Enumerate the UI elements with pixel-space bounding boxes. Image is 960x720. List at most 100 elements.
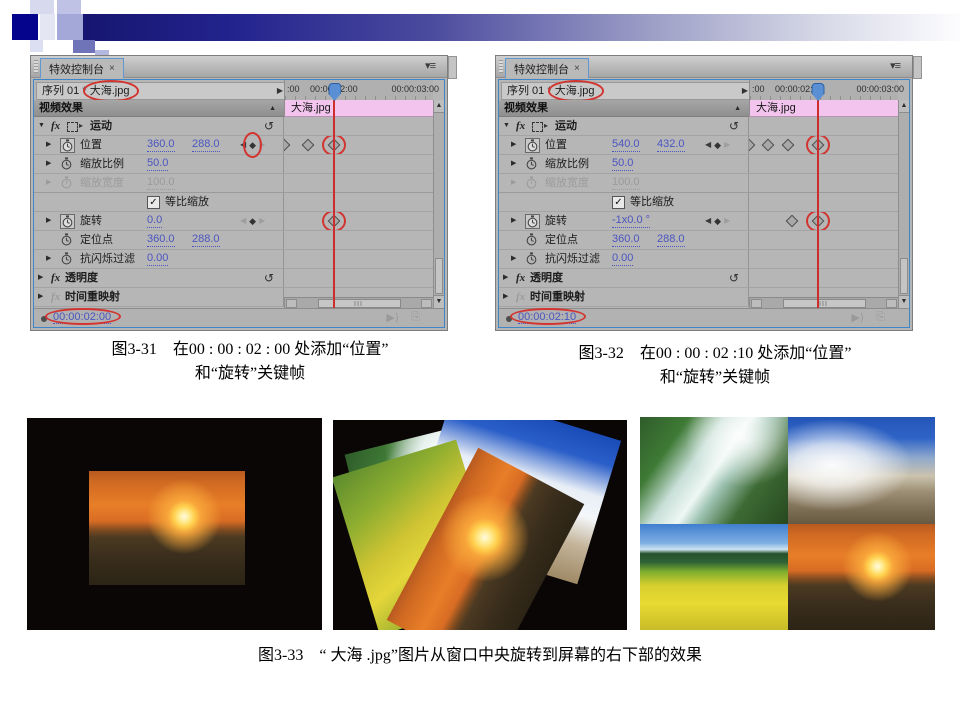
row-antiflicker[interactable]: ▶ 抗闪烁过滤 0.00	[34, 250, 433, 269]
value-x[interactable]: 360.0	[612, 233, 640, 247]
panel-menu-icon[interactable]: ▾≡	[425, 60, 436, 72]
show-timeline-arrow[interactable]: ▶	[741, 86, 748, 95]
clip-bar[interactable]: 大海.jpg	[284, 100, 433, 117]
fx-icon[interactable]: fx	[51, 272, 61, 284]
keyframe-diamond[interactable]	[785, 214, 799, 228]
next-keyframe-icon[interactable]: ▶	[724, 140, 731, 149]
vertical-scrollbar[interactable]: ▲ ▼	[433, 100, 444, 308]
reset-icon[interactable]: ↺	[264, 119, 275, 133]
play-audio-icon[interactable]: ▶⟩	[386, 312, 400, 324]
next-keyframe-icon[interactable]: ▶	[724, 216, 731, 225]
expand-triangle[interactable]: ▶	[511, 141, 517, 148]
current-timecode[interactable]: 00:00:02:00	[44, 308, 122, 325]
stopwatch-icon[interactable]	[60, 252, 73, 265]
expand-triangle[interactable]: ▶	[46, 255, 52, 262]
add-keyframe-icon[interactable]: ◆	[243, 132, 262, 158]
next-keyframe-icon[interactable]: ▶	[259, 140, 266, 149]
expand-triangle[interactable]: ▶	[511, 217, 517, 224]
stopwatch-icon[interactable]	[60, 138, 75, 153]
expand-triangle[interactable]: ▶	[38, 274, 44, 281]
stopwatch-icon[interactable]	[525, 214, 540, 229]
scrollbar-end[interactable]	[886, 299, 897, 308]
scroll-up-icon[interactable]: ▲	[434, 100, 444, 113]
tab-close-icon[interactable]: ×	[109, 63, 115, 74]
scrollbar-end[interactable]	[751, 299, 762, 308]
scroll-down-icon[interactable]: ▼	[899, 295, 909, 308]
keyframe-diamond[interactable]	[781, 138, 795, 152]
horizontal-scrollbar[interactable]	[284, 297, 433, 308]
row-motion[interactable]: ▼ fx ▸ 运动 ↺	[34, 117, 433, 136]
checkbox-uniform-scale[interactable]: ✓	[147, 196, 160, 209]
row-anchor[interactable]: 定位点 360.0 288.0	[499, 231, 898, 250]
expand-triangle[interactable]: ▶	[511, 179, 517, 186]
row-opacity[interactable]: ▶ fx 透明度 ↺	[34, 269, 433, 288]
scrollbar-handle[interactable]	[782, 299, 866, 308]
row-uniform-scale[interactable]: ✓ 等比缩放	[34, 193, 433, 212]
row-time-remap[interactable]: ▶ fx 时间重映射	[499, 288, 898, 307]
row-opacity[interactable]: ▶ fx 透明度 ↺	[499, 269, 898, 288]
value[interactable]: 50.0	[147, 157, 169, 171]
next-keyframe-icon[interactable]: ▶	[259, 216, 266, 225]
row-position[interactable]: ▶ 位置 540.0 432.0 ◀ ◆ ▶	[499, 136, 898, 155]
scrollbar-end[interactable]	[286, 299, 297, 308]
scroll-down-icon[interactable]: ▼	[434, 295, 444, 308]
export-icon[interactable]: ⎘	[876, 311, 885, 323]
value-x[interactable]: 360.0	[147, 138, 175, 152]
keyframe-diamond[interactable]	[761, 138, 775, 152]
stopwatch-icon[interactable]	[525, 138, 540, 153]
panel-drag-grip[interactable]	[499, 60, 503, 73]
fx-icon[interactable]: fx	[516, 272, 526, 284]
value[interactable]: 0.0	[147, 214, 163, 228]
value-y[interactable]: 288.0	[192, 233, 220, 247]
row-rotation[interactable]: ▶ 旋转 -1x0.0 ° ◀ ◆ ▶	[499, 212, 898, 231]
tab-close-icon[interactable]: ×	[574, 63, 580, 74]
row-scale[interactable]: ▶ 缩放比例 50.0	[34, 155, 433, 174]
fx-icon[interactable]: fx	[516, 120, 526, 132]
expand-triangle[interactable]: ▶	[503, 293, 509, 300]
row-scale-width[interactable]: ▶ 缩放宽度 100.0	[34, 174, 433, 193]
keyframe-diamond[interactable]	[749, 138, 756, 152]
add-keyframe-icon[interactable]: ◆	[714, 216, 722, 226]
row-position[interactable]: ▶ 位置 360.0 288.0 ◀ ◆ ▶	[34, 132, 433, 158]
stopwatch-icon[interactable]	[525, 233, 538, 246]
prev-keyframe-icon[interactable]: ◀	[705, 140, 712, 149]
expand-triangle[interactable]: ▶	[46, 141, 52, 148]
value[interactable]: 50.0	[612, 157, 634, 171]
collapse-icon[interactable]: ▲	[269, 105, 276, 112]
value-y[interactable]: 288.0	[657, 233, 685, 247]
vertical-scrollbar[interactable]: ▲ ▼	[898, 100, 909, 308]
value-y[interactable]: 288.0	[192, 138, 220, 152]
value-y[interactable]: 432.0	[657, 138, 685, 152]
add-keyframe-icon[interactable]: ◆	[249, 216, 257, 226]
scrollbar-handle[interactable]	[317, 299, 401, 308]
expand-triangle[interactable]: ▶	[511, 255, 517, 262]
expand-triangle[interactable]: ▼	[503, 122, 510, 129]
value-x[interactable]: 360.0	[147, 233, 175, 247]
panel-menu-icon[interactable]: ▾≡	[890, 60, 901, 72]
collapse-icon[interactable]: ▲	[734, 105, 741, 112]
row-uniform-scale[interactable]: ✓ 等比缩放	[499, 193, 898, 212]
prev-keyframe-icon[interactable]: ◀	[240, 216, 247, 225]
expand-triangle[interactable]: ▶	[38, 293, 44, 300]
row-scale-width[interactable]: ▶ 缩放宽度 100.0	[499, 174, 898, 193]
scrollbar-handle[interactable]	[435, 258, 443, 294]
clip-bar[interactable]: 大海.jpg	[749, 100, 898, 117]
panel-drag-grip[interactable]	[34, 60, 38, 73]
stopwatch-icon[interactable]	[60, 157, 73, 170]
row-anchor[interactable]: 定位点 360.0 288.0	[34, 231, 433, 250]
current-timecode[interactable]: 00:00:02:10	[509, 308, 587, 325]
row-antiflicker[interactable]: ▶ 抗闪烁过滤 0.00	[499, 250, 898, 269]
stopwatch-icon[interactable]	[60, 233, 73, 246]
expand-triangle[interactable]: ▶	[511, 160, 517, 167]
reset-icon[interactable]: ↺	[729, 119, 740, 133]
timeline-ruler[interactable]: :00 00:00:02:00 00:00:03:00	[284, 80, 439, 101]
prev-keyframe-icon[interactable]: ◀	[705, 216, 712, 225]
scrollbar-end[interactable]	[421, 299, 432, 308]
sequence-clip-selector[interactable]: 序列 01 * 大海.jpg ▶	[36, 80, 288, 102]
show-timeline-arrow[interactable]: ▶	[276, 86, 283, 95]
row-rotation[interactable]: ▶ 旋转 0.0 ◀ ◆ ▶	[34, 212, 433, 231]
row-time-remap[interactable]: ▶ fx 时间重映射	[34, 288, 433, 307]
playhead-marker[interactable]	[811, 83, 825, 101]
stopwatch-icon[interactable]	[525, 252, 538, 265]
reset-icon[interactable]: ↺	[264, 271, 275, 285]
